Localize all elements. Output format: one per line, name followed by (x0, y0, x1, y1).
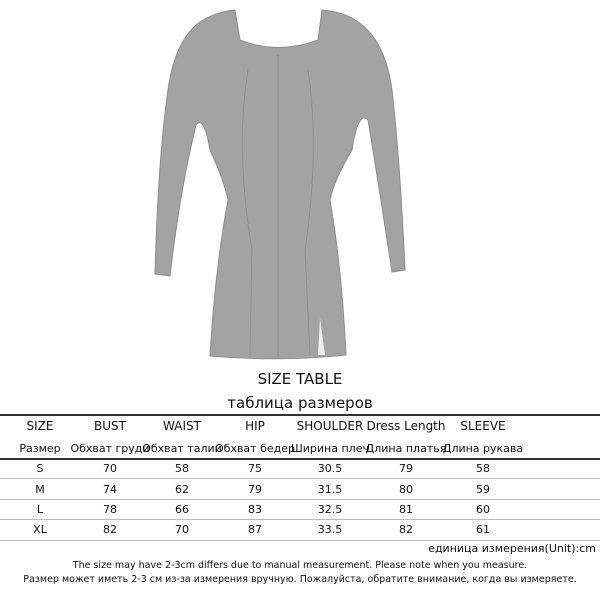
table-cell: 87 (248, 523, 262, 536)
dress-slit (318, 318, 325, 355)
column-header-ru: Обхват груди (70, 442, 150, 455)
column-header: SLEEVE (460, 419, 506, 433)
table-cell: 80 (399, 483, 413, 496)
table-cell: 70 (103, 462, 117, 475)
column-header: HIP (245, 419, 265, 433)
divider (0, 414, 600, 416)
dress-body (154, 9, 406, 360)
table-cell: 31.5 (317, 483, 343, 496)
column-header: SHOULDER (296, 419, 364, 433)
table-cell: 83 (248, 503, 262, 516)
column-header-ru: Длина рукава (442, 442, 524, 455)
table-cell: 79 (248, 483, 262, 496)
table-cell: 61 (476, 523, 490, 536)
column-header: BUST (94, 419, 126, 433)
table-cell: L (36, 503, 44, 516)
divider (0, 499, 600, 500)
table-cell: 62 (175, 483, 189, 496)
table-cell: 81 (399, 503, 413, 516)
column-header-ru: Длина платья (365, 442, 447, 455)
dress-seam (304, 69, 314, 356)
table-cell: 60 (476, 503, 490, 516)
divider (0, 540, 600, 541)
column-header-ru: Ширина плеч (291, 442, 369, 455)
table-cell: 79 (399, 462, 413, 475)
divider (0, 478, 600, 479)
table-cell: 82 (399, 523, 413, 536)
table-cell: 33.5 (317, 523, 343, 536)
table-cell: 30.5 (317, 462, 343, 475)
table-cell: 58 (476, 462, 490, 475)
size-table-title: SIZE TABLE (257, 370, 343, 388)
table-cell: 59 (476, 483, 490, 496)
table-cell: XL (33, 523, 47, 536)
table-cell: 75 (248, 462, 262, 475)
table-cell: 32.5 (317, 503, 343, 516)
dress-product-image (154, 9, 406, 360)
table-cell: M (35, 483, 45, 496)
note-russian: Размер может иметь 2-3 см из-за измерени… (23, 574, 577, 585)
column-header: Dress Length (366, 419, 446, 433)
table-cell: 58 (175, 462, 189, 475)
unit-label: единица измерения(Unit):cm (428, 542, 596, 555)
note-english: The size may have 2-3cm differs due to m… (72, 560, 528, 571)
table-cell: 74 (103, 483, 117, 496)
column-header-ru: Обхват бедер (215, 442, 295, 455)
table-cell: 66 (175, 503, 189, 516)
dress-seam (241, 69, 253, 356)
table-cell: 82 (103, 523, 117, 536)
table-cell: 78 (103, 503, 117, 516)
size-table-subtitle: таблица размеров (227, 394, 373, 412)
column-header-ru: Обхват талии (142, 442, 222, 455)
column-header: WAIST (163, 419, 201, 433)
divider (0, 458, 600, 460)
divider (0, 519, 600, 520)
column-header-ru: Размер (19, 442, 61, 455)
table-cell: 70 (175, 523, 189, 536)
column-header: SIZE (26, 419, 54, 433)
table-cell: S (36, 462, 44, 475)
